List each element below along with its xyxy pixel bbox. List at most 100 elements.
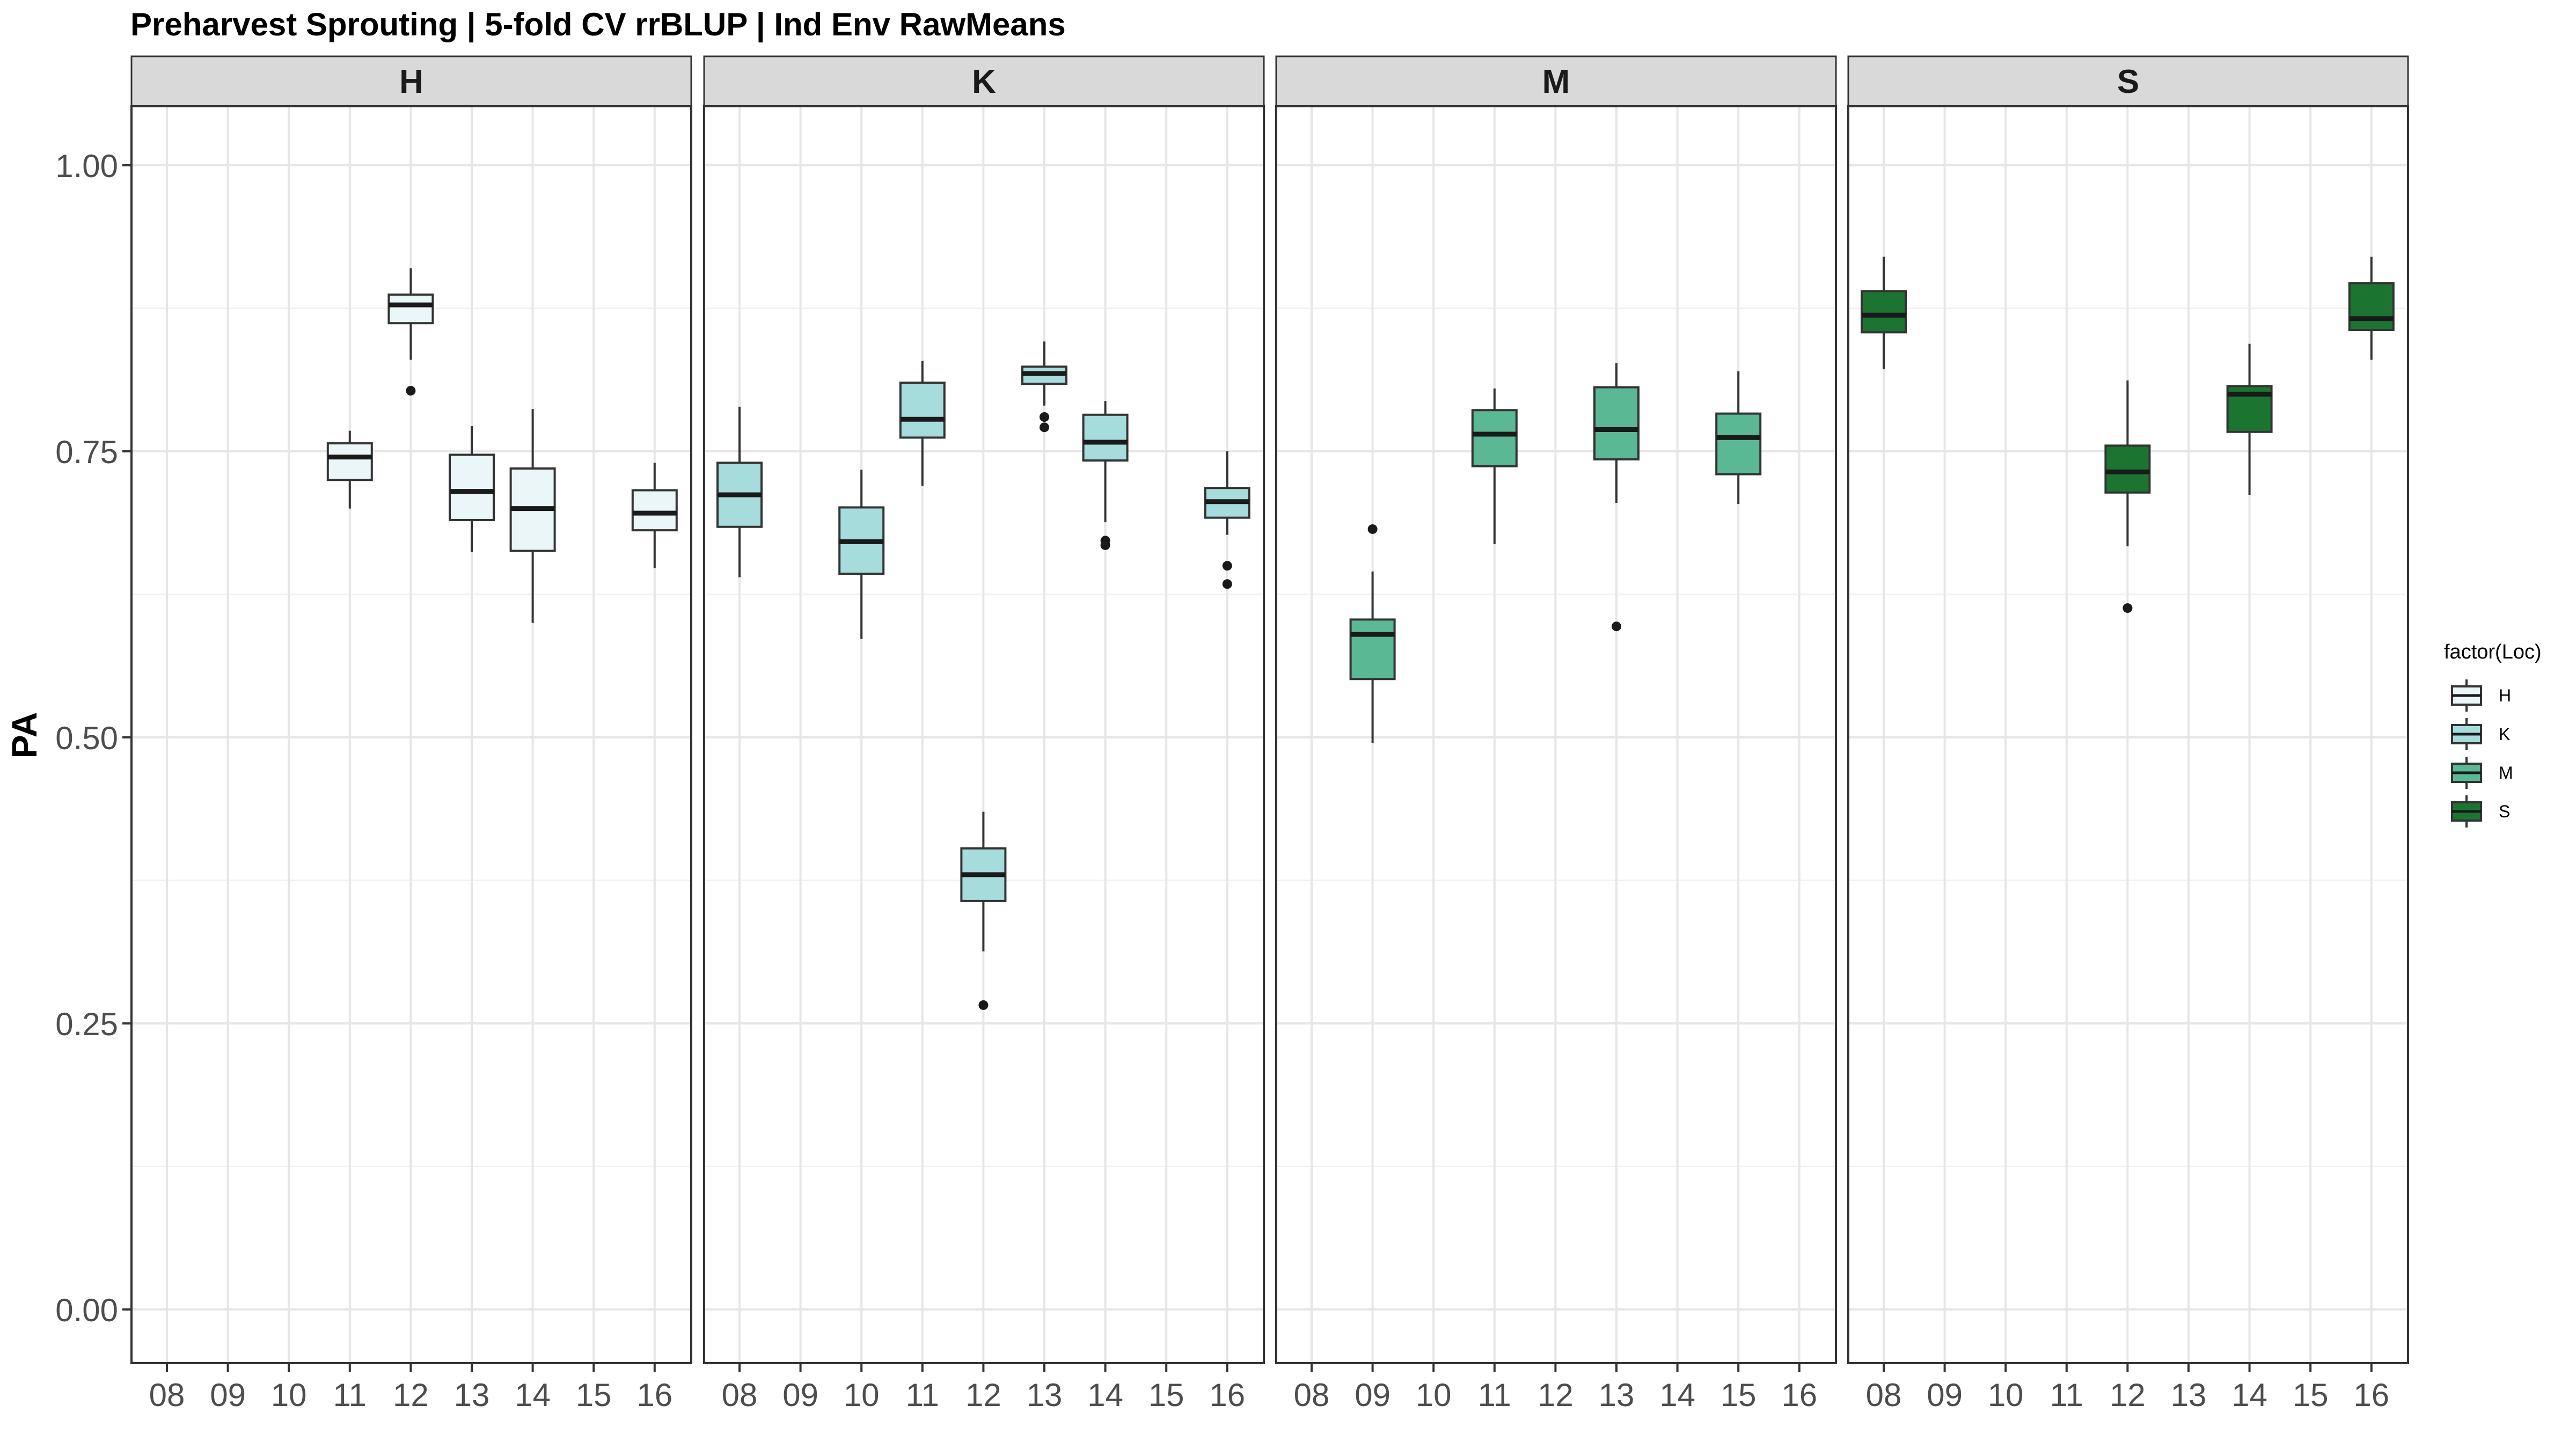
x-tick-label: 08 <box>722 1377 758 1413</box>
x-tick-label: 14 <box>1087 1377 1123 1413</box>
box-H-11 <box>326 430 373 509</box>
x-tick-label: 13 <box>1599 1377 1635 1413</box>
x-tick-label: 10 <box>271 1377 307 1413</box>
x-tick-label: 11 <box>333 1377 367 1413</box>
facet-label: K <box>972 63 996 100</box>
panel-border <box>703 105 1265 1364</box>
legend-key-K: K <box>2451 718 2510 750</box>
box-body <box>2104 444 2151 494</box>
legend-key-M: M <box>2451 757 2513 789</box>
legend-keys: HKM S <box>2451 679 2513 828</box>
legend-label: M <box>2499 763 2513 782</box>
chart-title: Preharvest Sprouting | 5-fold CV rrBLUP … <box>130 6 1066 43</box>
facet-K: K 08 09 10 11 12 13 14 15 16 <box>703 55 1265 1413</box>
y-axis: 0.00 0.25 0.50 0.75 1.00 <box>55 148 131 1328</box>
outlier-point <box>1367 524 1378 534</box>
facet-strip <box>1847 55 2409 107</box>
legend-label: S <box>2499 802 2510 821</box>
x-tick-label: 15 <box>1721 1377 1757 1413</box>
legend-key-S: S <box>2451 795 2510 828</box>
outlier-point <box>1040 412 1049 422</box>
y-axis-label: PA <box>4 712 44 759</box>
outlier-point <box>978 1000 989 1010</box>
y-tick-label: 0.75 <box>55 434 118 470</box>
outlier-point <box>1222 561 1232 571</box>
x-tick-label: 16 <box>2353 1377 2389 1413</box>
box-K-14 <box>1082 401 1129 550</box>
x-tick-label: 13 <box>1027 1377 1063 1413</box>
x-tick-label: 10 <box>1988 1377 2024 1413</box>
facet-label: H <box>399 63 423 100</box>
outlier-point <box>2123 603 2133 613</box>
box-body <box>1349 618 1396 680</box>
x-tick-label: 08 <box>1866 1377 1902 1413</box>
x-tick-label: 08 <box>1294 1377 1330 1413</box>
box-body <box>1861 290 1907 334</box>
legend-title: factor(Loc) <box>2444 641 2542 663</box>
x-tick-label: 14 <box>1659 1377 1695 1413</box>
box-S-08 <box>1861 257 1907 369</box>
y-tick-label: 1.00 <box>55 148 118 184</box>
x-tick-label: 09 <box>1355 1377 1391 1413</box>
box-body <box>1471 409 1518 467</box>
outlier-point <box>1222 579 1232 589</box>
facet-label: S <box>2117 63 2139 100</box>
x-tick-label: 14 <box>2231 1377 2267 1413</box>
legend-key-H: H <box>2451 679 2511 712</box>
legend-label: H <box>2499 686 2511 705</box>
outlier-point <box>1040 422 1049 433</box>
x-tick-label: 09 <box>782 1377 818 1413</box>
facet-label: M <box>1542 63 1570 100</box>
box-H-13 <box>449 426 495 552</box>
box-M-09 <box>1349 524 1396 743</box>
facet-panels: H 08 09 10 11 12 13 14 15 16 K 08 09 10 11 12 13 14 15 16 M 0… <box>130 55 2409 1413</box>
x-tick-label: 15 <box>576 1377 612 1413</box>
x-tick-label: 09 <box>210 1377 246 1413</box>
x-tick-label: 14 <box>515 1377 551 1413</box>
x-tick-label: 16 <box>636 1377 672 1413</box>
box-K-10 <box>838 470 885 639</box>
box-body <box>1715 412 1762 475</box>
box-body <box>631 489 678 532</box>
x-tick-label: 12 <box>393 1377 429 1413</box>
x-tick-label: 11 <box>1478 1377 1511 1413</box>
box-M-15 <box>1715 371 1762 504</box>
box-H-16 <box>631 463 678 568</box>
x-tick-label: 09 <box>1927 1377 1963 1413</box>
box-S-12 <box>2104 380 2151 613</box>
x-tick-label: 11 <box>906 1377 939 1413</box>
x-tick-label: 08 <box>149 1377 185 1413</box>
box-body <box>1082 413 1129 462</box>
panel-border <box>1275 105 1837 1364</box>
x-tick-label: 16 <box>1781 1377 1817 1413</box>
panel-border <box>130 105 692 1364</box>
box-body <box>326 442 373 481</box>
box-body <box>1593 386 1640 460</box>
x-tick-label: 13 <box>454 1377 490 1413</box>
box-S-14 <box>2226 343 2273 495</box>
box-K-12 <box>960 811 1007 1010</box>
x-tick-label: 15 <box>2293 1377 2329 1413</box>
box-H-14 <box>509 409 556 623</box>
y-tick-label: 0.50 <box>55 720 118 756</box>
panel-border <box>1847 105 2409 1364</box>
outlier-point <box>406 386 416 396</box>
facet-strip <box>130 55 692 107</box>
facet-S: S 08 09 10 11 12 13 14 15 16 <box>1847 55 2409 1413</box>
x-tick-label: 12 <box>2110 1377 2146 1413</box>
x-tick-label: 10 <box>1416 1377 1452 1413</box>
box-H-12 <box>387 268 434 396</box>
box-K-11 <box>899 361 946 486</box>
x-tick-label: 12 <box>965 1377 1001 1413</box>
box-body <box>2348 282 2395 332</box>
box-K-16 <box>1204 451 1250 589</box>
x-tick-label: 13 <box>2171 1377 2207 1413</box>
box-M-11 <box>1471 388 1518 544</box>
box-body <box>899 382 946 439</box>
box-body <box>449 453 495 521</box>
box-M-13 <box>1593 363 1640 632</box>
outlier-point <box>1612 621 1621 632</box>
x-tick-label: 12 <box>1538 1377 1574 1413</box>
box-S-16 <box>2348 257 2395 360</box>
